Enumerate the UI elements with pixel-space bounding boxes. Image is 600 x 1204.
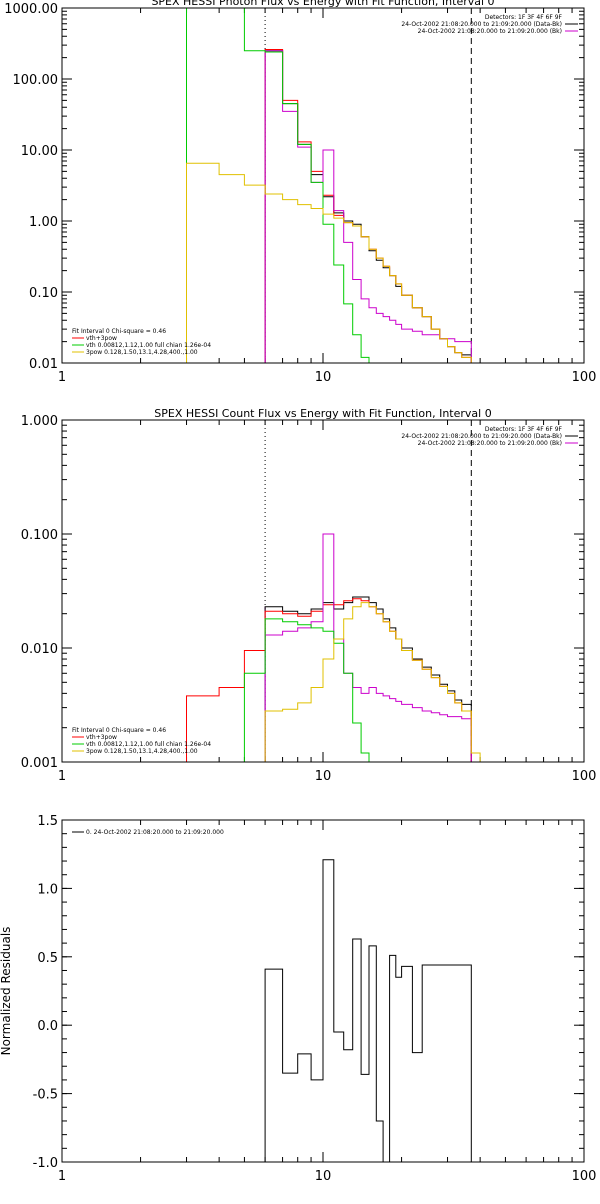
y-tick-label: 0.01 <box>29 357 58 372</box>
chart-panel-0: SPEX HESSI Photon Flux vs Energy with Fi… <box>4 0 597 385</box>
y-tick-label: 0.0 <box>37 1019 58 1034</box>
info-line: 24-Oct-2002 21:08:20.000 to 21:09:20.000… <box>401 21 562 28</box>
legend-label: 0. 24-Oct-2002 21:08:20.000 to 21:09:20.… <box>86 829 224 836</box>
chart-title: SPEX HESSI Count Flux vs Energy with Fit… <box>154 407 491 420</box>
x-tick-label: 10 <box>315 1169 332 1184</box>
y-tick-label: 1000.00 <box>4 2 58 17</box>
plot-frame <box>61 419 585 763</box>
plot-frame <box>61 819 585 1163</box>
y-tick-label: 0.5 <box>37 951 58 966</box>
legend-label: vth+3pow <box>86 335 117 342</box>
legend-label: 3pow 0.128,1.50,13.1,4.28,400.,1.00 <box>86 748 198 755</box>
legend-title: Fit Interval 0 Chi-square = 0.46 <box>72 727 166 734</box>
x-tick-label: 100 <box>572 1169 597 1184</box>
series-line-3 <box>243 618 370 762</box>
y-tick-label: 0.010 <box>21 642 58 657</box>
y-tick-label: -0.5 <box>33 1088 58 1103</box>
legend-label: vth+3pow <box>86 734 117 741</box>
series-line-2 <box>264 533 472 762</box>
y-tick-label: 1.000 <box>21 414 58 429</box>
y-tick-label: 10.00 <box>21 144 58 159</box>
info-line: Detectors: 1F 3F 4F 6F 9F <box>485 14 563 21</box>
x-tick-label: 1 <box>58 769 66 784</box>
legend-title: Fit Interval 0 Chi-square = 0.46 <box>72 328 166 335</box>
y-axis-label: Normalized Residuals <box>0 927 13 1056</box>
info-line: Detectors: 1F 3F 4F 6F 9F <box>485 426 563 433</box>
series-line-0 <box>264 596 472 762</box>
series-line-3 <box>186 8 370 363</box>
series-line-1 <box>264 49 472 363</box>
chart-panel-1: SPEX HESSI Count Flux vs Energy with Fit… <box>21 407 597 784</box>
chart-title: SPEX HESSI Photon Flux vs Energy with Fi… <box>151 0 494 8</box>
plot-frame <box>61 7 585 364</box>
x-tick-label: 100 <box>572 769 597 784</box>
y-tick-label: 100.00 <box>13 73 59 88</box>
series-line-4 <box>186 162 472 363</box>
y-tick-label: 0.10 <box>29 286 58 301</box>
info-line: 24-Oct-2002 21:08:20.000 to 21:09:20.000… <box>401 433 562 440</box>
info-line: 24-Oct-2002 21:08:20.000 to 21:09:20.000… <box>418 440 562 447</box>
info-line: 24-Oct-2002 21:08:20.000 to 21:09:20.000… <box>418 28 562 35</box>
x-tick-label: 10 <box>315 370 332 385</box>
y-tick-label: 0.100 <box>21 528 58 543</box>
y-tick-label: 1.5 <box>37 814 58 829</box>
y-tick-label: -1.0 <box>33 1156 58 1171</box>
legend-label: vth 0.00812,1.12,1.00 full chian 1.26e-0… <box>86 342 211 349</box>
y-tick-label: 1.0 <box>37 882 58 897</box>
y-tick-label: 0.001 <box>21 756 58 771</box>
series-line-4 <box>264 602 481 762</box>
legend-label: 3pow 0.128,1.50,13.1,4.28,400.,1.00 <box>86 349 198 356</box>
x-tick-label: 1 <box>58 1169 66 1184</box>
y-tick-label: 1.00 <box>29 215 58 230</box>
series-line-0 <box>264 859 472 1162</box>
chart-panel-2: Normalized Residuals 1 10 100 -1.0 -0.5 0.0 0.5… <box>0 814 597 1184</box>
x-tick-label: 100 <box>572 370 597 385</box>
x-tick-label: 10 <box>315 769 332 784</box>
x-tick-label: 1 <box>58 370 66 385</box>
legend-label: vth 0.00812,1.12,1.00 full chian 1.26e-0… <box>86 741 211 748</box>
